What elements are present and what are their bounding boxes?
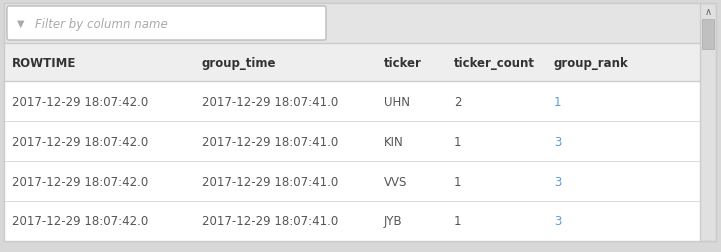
Text: 1: 1 [454,135,461,148]
Text: 3: 3 [554,135,562,148]
Text: 2017-12-29 18:07:41.0: 2017-12-29 18:07:41.0 [202,175,338,188]
Text: ROWTIME: ROWTIME [12,56,76,69]
Text: 2017-12-29 18:07:41.0: 2017-12-29 18:07:41.0 [202,95,338,108]
FancyBboxPatch shape [7,7,326,41]
Text: 2017-12-29 18:07:42.0: 2017-12-29 18:07:42.0 [12,175,149,188]
Text: 2017-12-29 18:07:42.0: 2017-12-29 18:07:42.0 [12,95,149,108]
Text: ∧: ∧ [704,7,712,17]
Text: group_time: group_time [202,56,276,69]
Text: VVS: VVS [384,175,407,188]
Text: JYB: JYB [384,215,402,228]
Bar [702,20,714,50]
Text: 2017-12-29 18:07:42.0: 2017-12-29 18:07:42.0 [12,215,149,228]
Text: 3: 3 [554,175,562,188]
Text: 1: 1 [454,215,461,228]
Text: 2017-12-29 18:07:41.0: 2017-12-29 18:07:41.0 [202,135,338,148]
Text: 2017-12-29 18:07:42.0: 2017-12-29 18:07:42.0 [12,135,149,148]
Text: group_rank: group_rank [554,56,629,69]
Text: 1: 1 [554,95,562,108]
Text: ▼: ▼ [17,19,25,29]
Bar [4,44,700,82]
Text: 2017-12-29 18:07:41.0: 2017-12-29 18:07:41.0 [202,215,338,228]
Bar [4,4,700,44]
Text: Filter by column name: Filter by column name [35,17,168,30]
Bar [700,4,716,241]
Text: ticker_count: ticker_count [454,56,535,69]
Bar [4,121,700,161]
Text: 1: 1 [454,175,461,188]
Text: 2: 2 [454,95,461,108]
Text: 3: 3 [554,215,562,228]
Text: ticker: ticker [384,56,422,69]
Bar [4,82,700,121]
Bar [4,161,700,201]
Text: UHN: UHN [384,95,410,108]
Bar [4,201,700,241]
Text: KIN: KIN [384,135,404,148]
